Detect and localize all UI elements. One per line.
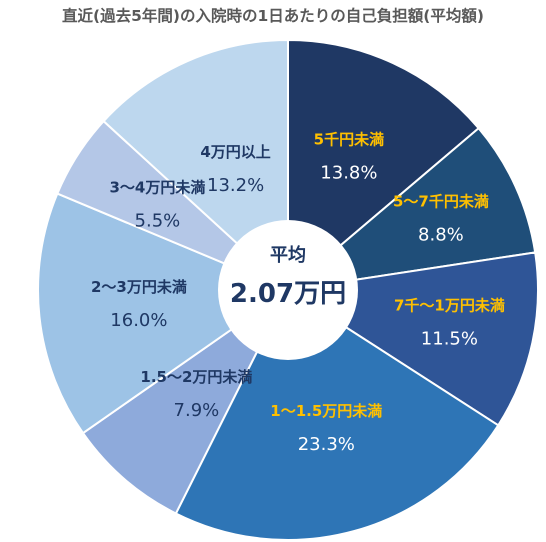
- slice-labels: 5千円未満 13.8% 5〜7千円未満 8.8% 7千〜1万円未満 11.5% 1〜1.5万…: [91, 130, 505, 455]
- pie-slice-8: [102, 38, 289, 293]
- slice-label-5: 1.5〜2万円未満: [140, 368, 252, 386]
- slice-label-7: 3〜4万円未満: [109, 179, 205, 197]
- slice-value-1: 13.8%: [320, 162, 377, 183]
- center-hole: [218, 220, 358, 360]
- slice-label-6: 2〜3万円未満: [91, 278, 187, 296]
- center-average-value: 2.07万円: [230, 279, 346, 309]
- pie-slice-2: [284, 126, 537, 292]
- slice-label-4: 1〜1.5万円未満: [270, 402, 382, 420]
- slice-label-8: 4万円以上: [200, 143, 270, 161]
- chart-title: 直近(過去5年間)の入院時の1日あたりの自己負担額(平均額): [62, 7, 484, 25]
- slice-value-2: 8.8%: [418, 224, 464, 245]
- pie-slice-1: [287, 38, 481, 293]
- slice-label-3: 7千〜1万円未満: [394, 297, 505, 315]
- pie-slice-5: [81, 289, 289, 515]
- slice-value-4: 23.3%: [298, 434, 355, 455]
- pie-slice-4: [174, 288, 500, 541]
- center-average-label: 平均: [270, 244, 306, 266]
- slice-label-2: 5〜7千円未満: [393, 192, 489, 210]
- slice-value-7: 5.5%: [135, 211, 181, 232]
- slice-value-6: 16.0%: [110, 310, 167, 331]
- slice-value-3: 11.5%: [421, 329, 478, 350]
- slice-value-8: 13.2%: [207, 175, 264, 196]
- pie-slices: [37, 38, 539, 541]
- slice-value-5: 7.9%: [174, 400, 220, 421]
- slice-label-1: 5千円未満: [314, 130, 384, 148]
- pie-slice-6: [37, 192, 291, 435]
